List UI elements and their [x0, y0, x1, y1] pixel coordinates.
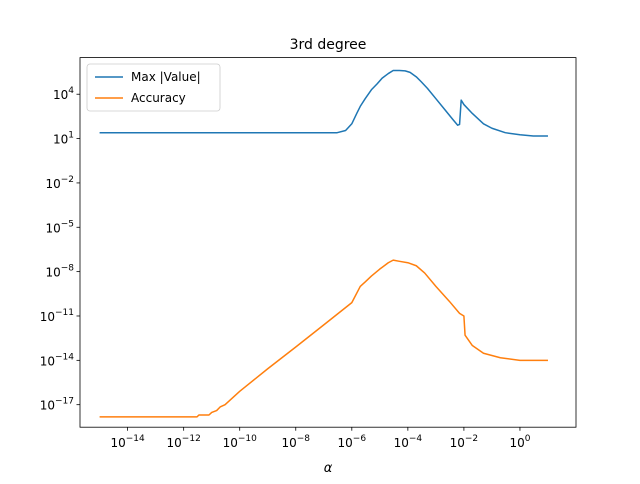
series-line-max-value: [99, 69, 548, 137]
y-tick-label: 10−5: [45, 219, 74, 235]
x-tick-label: 10−8: [281, 434, 310, 450]
x-tick-label: 100: [509, 434, 530, 450]
x-tick-label: 10−6: [338, 434, 367, 450]
y-tick-label: 101: [53, 131, 74, 147]
x-tick-label: 10−14: [110, 434, 145, 450]
x-axis: 10−14 10−12 10−10 10−8 10−6 10−4 10−2 100: [110, 427, 531, 450]
series-layer: [99, 69, 548, 418]
legend-label-accuracy: Accuracy: [131, 91, 186, 105]
x-tick-label: 10−10: [223, 434, 258, 450]
x-axis-label: α: [324, 461, 333, 476]
y-tick-label: 10−11: [40, 308, 74, 324]
legend: Max |Value| Accuracy: [86, 63, 221, 112]
series-line-accuracy: [99, 259, 548, 418]
x-tick-label: 10−2: [450, 434, 479, 450]
y-tick-label: 10−17: [40, 397, 74, 413]
x-tick-label: 10−4: [394, 434, 423, 450]
x-tick-label: 10−12: [167, 434, 201, 450]
y-tick-label: 10−8: [45, 264, 74, 280]
y-axis: 104 101 10−2 10−5 10−8 10−11 10−14 10−17: [40, 86, 80, 413]
legend-label-max-value: Max |Value|: [131, 70, 201, 84]
y-tick-label: 10−14: [40, 352, 75, 368]
y-tick-label: 10−2: [45, 175, 74, 191]
chart-title: 3rd degree: [290, 37, 367, 53]
y-tick-label: 104: [53, 86, 74, 102]
plot-frame: [79, 57, 577, 428]
legend-box: [86, 63, 221, 112]
